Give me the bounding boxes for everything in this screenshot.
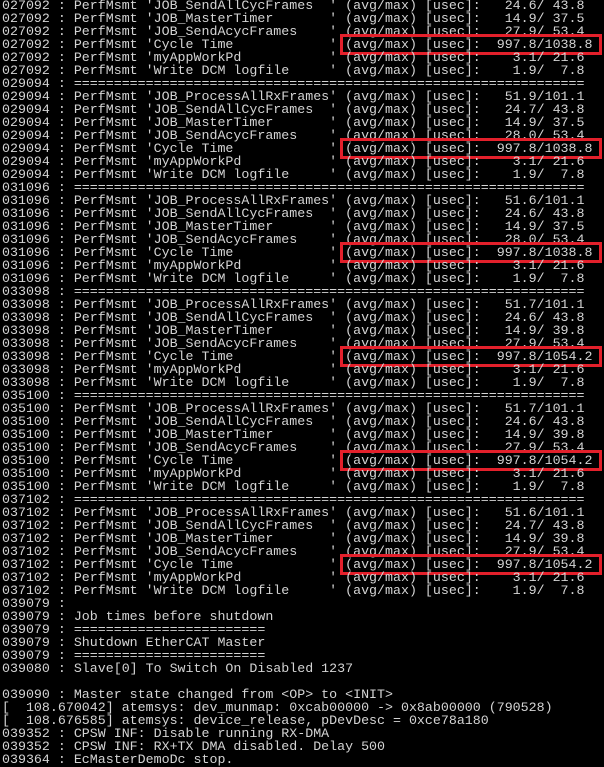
terminal-line: 039352 : CPSW INF: RX+TX DMA disabled. D… [2,740,604,753]
terminal-line: 037102 : PerfMsmt 'JOB_MasterTimer ' (av… [2,532,604,545]
terminal-line: 033098 : ===============================… [2,285,604,298]
terminal-line: 029094 : PerfMsmt 'JOB_ProcessAllRxFrame… [2,90,604,103]
terminal-line: 039079 : Job times before shutdown [2,610,604,623]
terminal-line: 035100 : PerfMsmt 'JOB_ProcessAllRxFrame… [2,402,604,415]
terminal-line: 035100 : PerfMsmt 'JOB_MasterTimer ' (av… [2,428,604,441]
terminal-line-text: 035100 : PerfMsmt 'Cycle Time ' (avg/max… [2,453,593,468]
terminal-line: 039079 : ======================== [2,649,604,662]
terminal-line: 037102 : PerfMsmt 'Write DCM logfile ' (… [2,584,604,597]
terminal-line: 027092 : PerfMsmt 'myAppWorkPd ' (avg/ma… [2,51,604,64]
terminal-line-text: 037102 : PerfMsmt 'JOB_SendAllCycFrames … [2,518,585,533]
terminal-line-text: 035100 : PerfMsmt 'Write DCM logfile ' (… [2,479,585,494]
terminal-line-text: 033098 : PerfMsmt 'Cycle Time ' (avg/max… [2,349,593,364]
terminal-line-text: 033098 : PerfMsmt 'Write DCM logfile ' (… [2,375,585,390]
terminal-line-text: [ 108.670042] atemsys: dev_munmap: 0xcab… [2,700,553,715]
terminal-line: 039364 : EcMasterDemoDc stop. [2,753,604,766]
terminal-line-text: 037102 : PerfMsmt 'Cycle Time ' (avg/max… [2,557,593,572]
terminal-line-text: 033098 : ===============================… [2,284,585,299]
terminal-line: 029094 : PerfMsmt 'myAppWorkPd ' (avg/ma… [2,155,604,168]
terminal-line-text: 031096 : PerfMsmt 'myAppWorkPd ' (avg/ma… [2,258,585,273]
terminal-line-text: 027092 : PerfMsmt 'Write DCM logfile ' (… [2,63,585,78]
terminal-line: 031096 : PerfMsmt 'JOB_MasterTimer ' (av… [2,220,604,233]
terminal-line-text: 039352 : CPSW INF: RX+TX DMA disabled. D… [2,739,386,754]
terminal-line-text: 027092 : PerfMsmt 'myAppWorkPd ' (avg/ma… [2,50,585,65]
terminal-line-text: 033098 : PerfMsmt 'JOB_ProcessAllRxFrame… [2,297,585,312]
terminal-line-text: 037102 : PerfMsmt 'Write DCM logfile ' (… [2,583,585,598]
terminal-line-text: 039352 : CPSW INF: Disable running RX-DM… [2,726,330,741]
terminal-line: 039080 : Slave[0] To Switch On Disabled … [2,662,604,675]
terminal-line-text: 031096 : PerfMsmt 'Write DCM logfile ' (… [2,271,585,286]
terminal-line: 039079 : Shutdown EtherCAT Master [2,636,604,649]
terminal-line-text: 037102 : PerfMsmt 'JOB_MasterTimer ' (av… [2,531,585,546]
terminal-line-text: 029094 : PerfMsmt 'JOB_ProcessAllRxFrame… [2,89,585,104]
terminal-line: 033098 : PerfMsmt 'Write DCM logfile ' (… [2,376,604,389]
terminal-line-text: 039080 : Slave[0] To Switch On Disabled … [2,661,354,676]
terminal-line: 039352 : CPSW INF: Disable running RX-DM… [2,727,604,740]
terminal-line-text: 031096 : PerfMsmt 'JOB_ProcessAllRxFrame… [2,193,585,208]
terminal-line: 039079 : [2,597,604,610]
terminal-line-text: 029094 : PerfMsmt 'myAppWorkPd ' (avg/ma… [2,154,585,169]
terminal-line: [ 108.676585] atemsys: device_release, p… [2,714,604,727]
terminal-line-text: 037102 : PerfMsmt 'JOB_ProcessAllRxFrame… [2,505,585,520]
terminal-line: 031096 : PerfMsmt 'myAppWorkPd ' (avg/ma… [2,259,604,272]
terminal-line-text: 035100 : PerfMsmt 'myAppWorkPd ' (avg/ma… [2,466,585,481]
terminal-line-text: [ 108.676585] atemsys: device_release, p… [2,713,489,728]
terminal-line-text: 027092 : PerfMsmt 'Cycle Time ' (avg/max… [2,37,593,52]
terminal-line-text: 039079 : ======================== [2,648,266,663]
terminal-line: 033098 : PerfMsmt 'JOB_MasterTimer ' (av… [2,324,604,337]
terminal-line: 037102 : PerfMsmt 'JOB_SendAllCycFrames … [2,519,604,532]
terminal-line: 035100 : ===============================… [2,389,604,402]
terminal-line: 029094 : PerfMsmt 'JOB_MasterTimer ' (av… [2,116,604,129]
terminal-line: 035100 : PerfMsmt 'JOB_SendAllCycFrames … [2,415,604,428]
terminal-line-text: 029094 : PerfMsmt 'Cycle Time ' (avg/max… [2,141,593,156]
terminal-line-text: 039079 : [2,596,74,611]
terminal-line: 027092 : PerfMsmt 'JOB_MasterTimer ' (av… [2,12,604,25]
terminal-line: 033098 : PerfMsmt 'myAppWorkPd ' (avg/ma… [2,363,604,376]
terminal-line: 039079 : ======================== [2,623,604,636]
terminal-line-text: 033098 : PerfMsmt 'myAppWorkPd ' (avg/ma… [2,362,585,377]
terminal-line-text: 035100 : PerfMsmt 'JOB_ProcessAllRxFrame… [2,401,585,416]
terminal-line: 029094 : PerfMsmt 'JOB_SendAllCycFrames … [2,103,604,116]
terminal-line: 031096 : PerfMsmt 'JOB_SendAllCycFrames … [2,207,604,220]
terminal-line: 031096 : PerfMsmt 'JOB_ProcessAllRxFrame… [2,194,604,207]
terminal-line: 033098 : PerfMsmt 'JOB_SendAllCycFrames … [2,311,604,324]
terminal-line: 033098 : PerfMsmt 'JOB_ProcessAllRxFrame… [2,298,604,311]
terminal-line-text: 035100 : ===============================… [2,388,585,403]
terminal-line: 029094 : PerfMsmt 'Write DCM logfile ' (… [2,168,604,181]
terminal-line-text: 037102 : PerfMsmt 'myAppWorkPd ' (avg/ma… [2,570,585,585]
terminal-line: 029094 : ===============================… [2,77,604,90]
terminal-line-text: 029094 : PerfMsmt 'Write DCM logfile ' (… [2,167,585,182]
terminal-line-text: 027092 : PerfMsmt 'JOB_SendAllCycFrames … [2,0,585,13]
terminal-line-text: 039079 : Job times before shutdown [2,609,274,624]
terminal-line-text: 027092 : PerfMsmt 'JOB_MasterTimer ' (av… [2,11,585,26]
terminal-line: 027092 : PerfMsmt 'JOB_SendAllCycFrames … [2,0,604,12]
terminal-line-text: 039364 : EcMasterDemoDc stop. [2,752,234,767]
terminal-line-text: 033098 : PerfMsmt 'JOB_SendAllCycFrames … [2,310,585,325]
terminal-line-text: 035100 : PerfMsmt 'JOB_SendAllCycFrames … [2,414,585,429]
terminal-line-text: 031096 : PerfMsmt 'JOB_SendAllCycFrames … [2,206,585,221]
terminal-line: 031096 : PerfMsmt 'Write DCM logfile ' (… [2,272,604,285]
terminal-line-text: 039079 : ======================== [2,622,266,637]
terminal-line: 035100 : PerfMsmt 'Write DCM logfile ' (… [2,480,604,493]
terminal-line-text: 029094 : ===============================… [2,76,585,91]
terminal-line: 027092 : PerfMsmt 'Write DCM logfile ' (… [2,64,604,77]
terminal-line-text: 039090 : Master state changed from <OP> … [2,687,393,702]
terminal-line-text: 037102 : ===============================… [2,492,585,507]
terminal-line: 037102 : ===============================… [2,493,604,506]
terminal-line-text: 031096 : PerfMsmt 'JOB_MasterTimer ' (av… [2,219,585,234]
terminal-line: 037102 : PerfMsmt 'JOB_ProcessAllRxFrame… [2,506,604,519]
terminal-line-text: 033098 : PerfMsmt 'JOB_MasterTimer ' (av… [2,323,585,338]
terminal-line: [ 108.670042] atemsys: dev_munmap: 0xcab… [2,701,604,714]
terminal-line: 031096 : ===============================… [2,181,604,194]
terminal-line-text: 031096 : ===============================… [2,180,585,195]
terminal-line-text: 035100 : PerfMsmt 'JOB_MasterTimer ' (av… [2,427,585,442]
terminal-line: 037102 : PerfMsmt 'myAppWorkPd ' (avg/ma… [2,571,604,584]
terminal-line: 035100 : PerfMsmt 'myAppWorkPd ' (avg/ma… [2,467,604,480]
terminal-line: 039090 : Master state changed from <OP> … [2,688,604,701]
terminal-line-text: 039079 : Shutdown EtherCAT Master [2,635,266,650]
terminal-line-text: 029094 : PerfMsmt 'JOB_SendAllCycFrames … [2,102,585,117]
terminal-line-text: 029094 : PerfMsmt 'JOB_MasterTimer ' (av… [2,115,585,130]
terminal-line-text: 031096 : PerfMsmt 'Cycle Time ' (avg/max… [2,245,593,260]
